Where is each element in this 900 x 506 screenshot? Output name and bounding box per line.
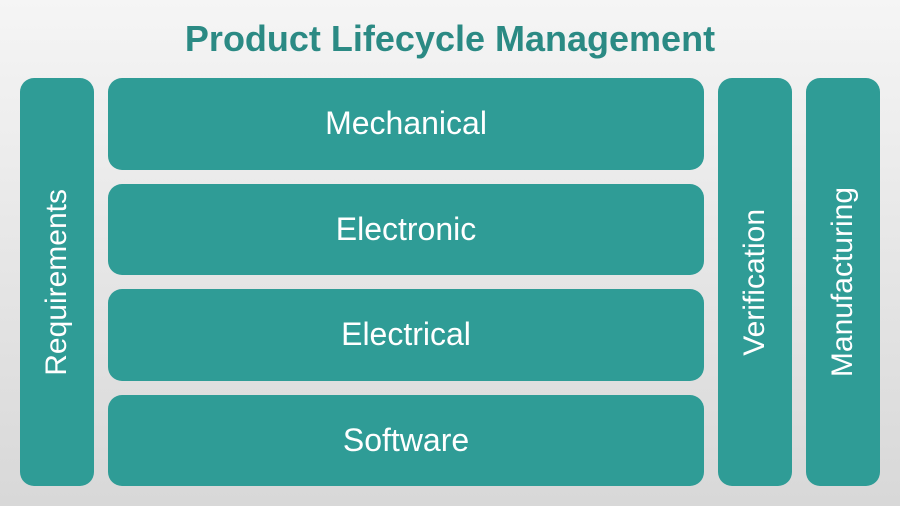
manufacturing-column: Manufacturing (806, 78, 880, 486)
software-label: Software (343, 422, 469, 459)
mechanical-label: Mechanical (325, 105, 487, 142)
electrical-label: Electrical (341, 316, 471, 353)
verification-label: Verification (738, 209, 772, 356)
electronic-box: Electronic (108, 184, 704, 276)
disciplines-center: Mechanical Electronic Electrical Softwar… (108, 78, 704, 486)
diagram-layout: Requirements Mechanical Electronic Elect… (20, 78, 880, 486)
electronic-label: Electronic (336, 211, 477, 248)
software-box: Software (108, 395, 704, 487)
requirements-label: Requirements (40, 189, 74, 376)
electrical-box: Electrical (108, 289, 704, 381)
plm-diagram: Product Lifecycle Management Requirement… (0, 0, 900, 506)
diagram-title: Product Lifecycle Management (20, 18, 880, 60)
mechanical-box: Mechanical (108, 78, 704, 170)
requirements-column: Requirements (20, 78, 94, 486)
verification-column: Verification (718, 78, 792, 486)
manufacturing-label: Manufacturing (826, 187, 860, 377)
